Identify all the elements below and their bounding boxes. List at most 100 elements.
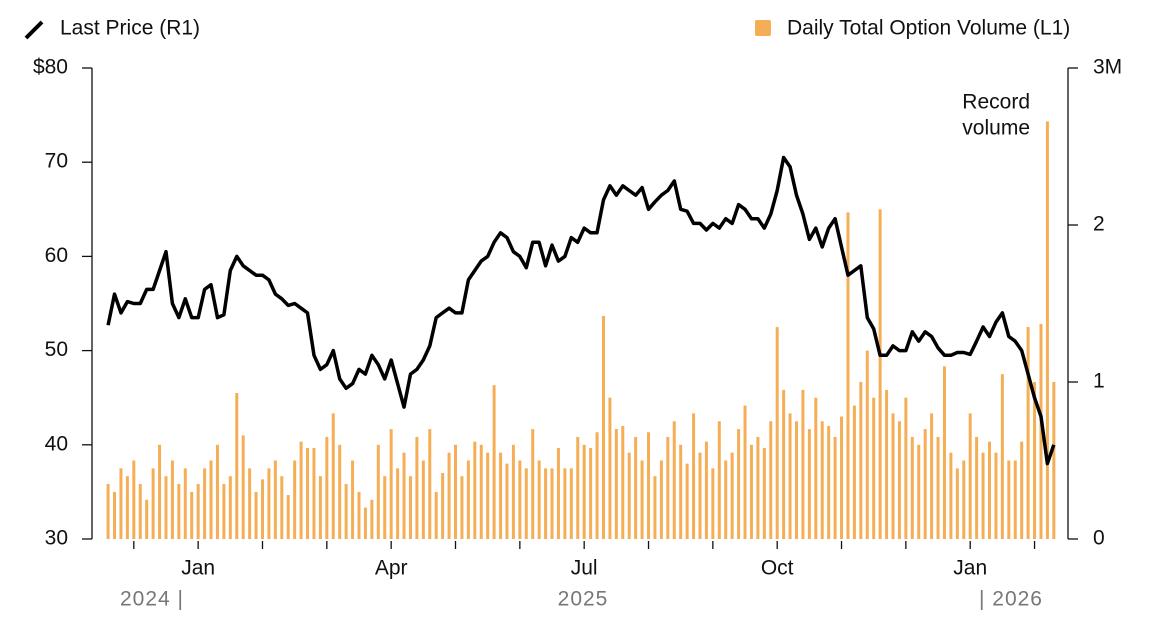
volume-bar — [524, 468, 528, 539]
volume-bar — [627, 452, 631, 539]
volume-bar — [717, 421, 721, 539]
volume-bar — [698, 452, 702, 539]
volume-bar — [383, 476, 387, 539]
volume-bar — [930, 413, 934, 539]
volume-bar — [801, 389, 805, 539]
volume-bar — [267, 468, 271, 539]
volume-bar — [904, 397, 908, 539]
volume-bar — [454, 444, 458, 539]
x-tick-label: Jan — [181, 557, 215, 580]
volume-bar — [1007, 460, 1011, 539]
volume-bar — [537, 460, 541, 539]
volume-bar — [794, 421, 798, 539]
x-tick-label: Jul — [571, 557, 598, 580]
volume-bar — [441, 473, 445, 539]
volume-bar — [119, 468, 123, 539]
volume-bar — [917, 444, 921, 539]
y-tick-label: 50 — [45, 338, 68, 361]
volume-bar — [531, 429, 535, 539]
volume-bar — [608, 397, 612, 539]
volume-bar — [659, 460, 663, 539]
volume-bar — [756, 436, 760, 539]
volume-bar — [1026, 327, 1030, 539]
volume-bar — [209, 460, 213, 539]
volume-bar — [376, 444, 380, 539]
volume-bar — [859, 382, 863, 539]
volume-bar — [447, 452, 451, 539]
volume-bar — [177, 484, 181, 539]
volume-bar — [582, 444, 586, 539]
volume-bar — [814, 397, 818, 539]
y-tick-label: 40 — [45, 432, 68, 455]
volume-bar — [203, 468, 207, 539]
volume-bar — [344, 484, 348, 539]
x-tick-label: Jan — [953, 557, 987, 580]
volume-bar — [1013, 460, 1017, 539]
volume-bar — [511, 444, 515, 539]
volume-bar — [228, 476, 232, 539]
volume-bar — [505, 463, 509, 539]
volume-bar — [975, 436, 979, 539]
volume-bar — [1020, 441, 1024, 539]
volume-bar — [891, 413, 895, 539]
volume-bar — [589, 447, 593, 539]
volume-bar — [1033, 382, 1037, 539]
volume-bar — [183, 468, 187, 539]
volume-bar — [846, 212, 850, 539]
volume-bar — [569, 468, 573, 539]
legend-label: Daily Total Option Volume (L1) — [787, 17, 1070, 40]
volume-bar — [988, 441, 992, 539]
volume-bar — [556, 447, 560, 539]
y-tick-label: $80 — [33, 56, 68, 79]
volume-bar — [704, 441, 708, 539]
year-label: | 2026 — [979, 588, 1043, 611]
volume-bar — [241, 435, 245, 539]
volume-bar — [518, 460, 522, 539]
volume-bar — [666, 436, 670, 539]
volume-bar — [434, 491, 438, 539]
volume-bar — [466, 460, 470, 539]
volume-bar — [408, 476, 412, 539]
volume-bar — [215, 444, 219, 539]
volume-bar — [318, 476, 322, 539]
volume-bar — [190, 491, 194, 539]
volume-bar — [299, 441, 303, 539]
volume-bar — [968, 413, 972, 539]
volume-bar — [788, 413, 792, 539]
year-label: 2025 — [558, 588, 609, 611]
legend-label: Last Price (R1) — [60, 17, 200, 40]
volume-bar — [428, 429, 432, 539]
volume-bar — [576, 436, 580, 539]
y2-tick-label: 0 — [1093, 527, 1105, 550]
volume-bar — [351, 460, 355, 539]
volume-bar — [872, 397, 876, 539]
volume-bar — [499, 452, 503, 539]
volume-bar — [222, 484, 226, 539]
volume-bar — [762, 447, 766, 539]
volume-bar — [486, 452, 490, 539]
volume-bar — [164, 476, 168, 539]
y2-tick-label: 2 — [1093, 213, 1105, 236]
volume-bar — [113, 491, 117, 539]
volume-bar — [827, 425, 831, 539]
volume-bar — [994, 452, 998, 539]
volume-bar — [260, 479, 264, 539]
volume-bar — [595, 432, 599, 539]
volume-bar — [833, 436, 837, 539]
x-tick-label: Oct — [761, 557, 794, 580]
volume-bar — [743, 405, 747, 539]
volume-bar — [145, 499, 149, 539]
volume-bar — [679, 444, 683, 539]
volume-bar — [460, 476, 464, 539]
volume-bar — [550, 468, 554, 539]
volume-bar — [338, 444, 342, 539]
volume-bar — [865, 350, 869, 539]
volume-bar — [286, 495, 290, 539]
volume-bar — [647, 432, 651, 539]
volume-bar — [775, 327, 779, 539]
volume-bar — [563, 468, 567, 539]
volume-bar — [357, 491, 361, 539]
y-tick-label: 70 — [45, 150, 68, 173]
volume-bar — [878, 209, 882, 540]
annotation: Record — [962, 91, 1030, 114]
